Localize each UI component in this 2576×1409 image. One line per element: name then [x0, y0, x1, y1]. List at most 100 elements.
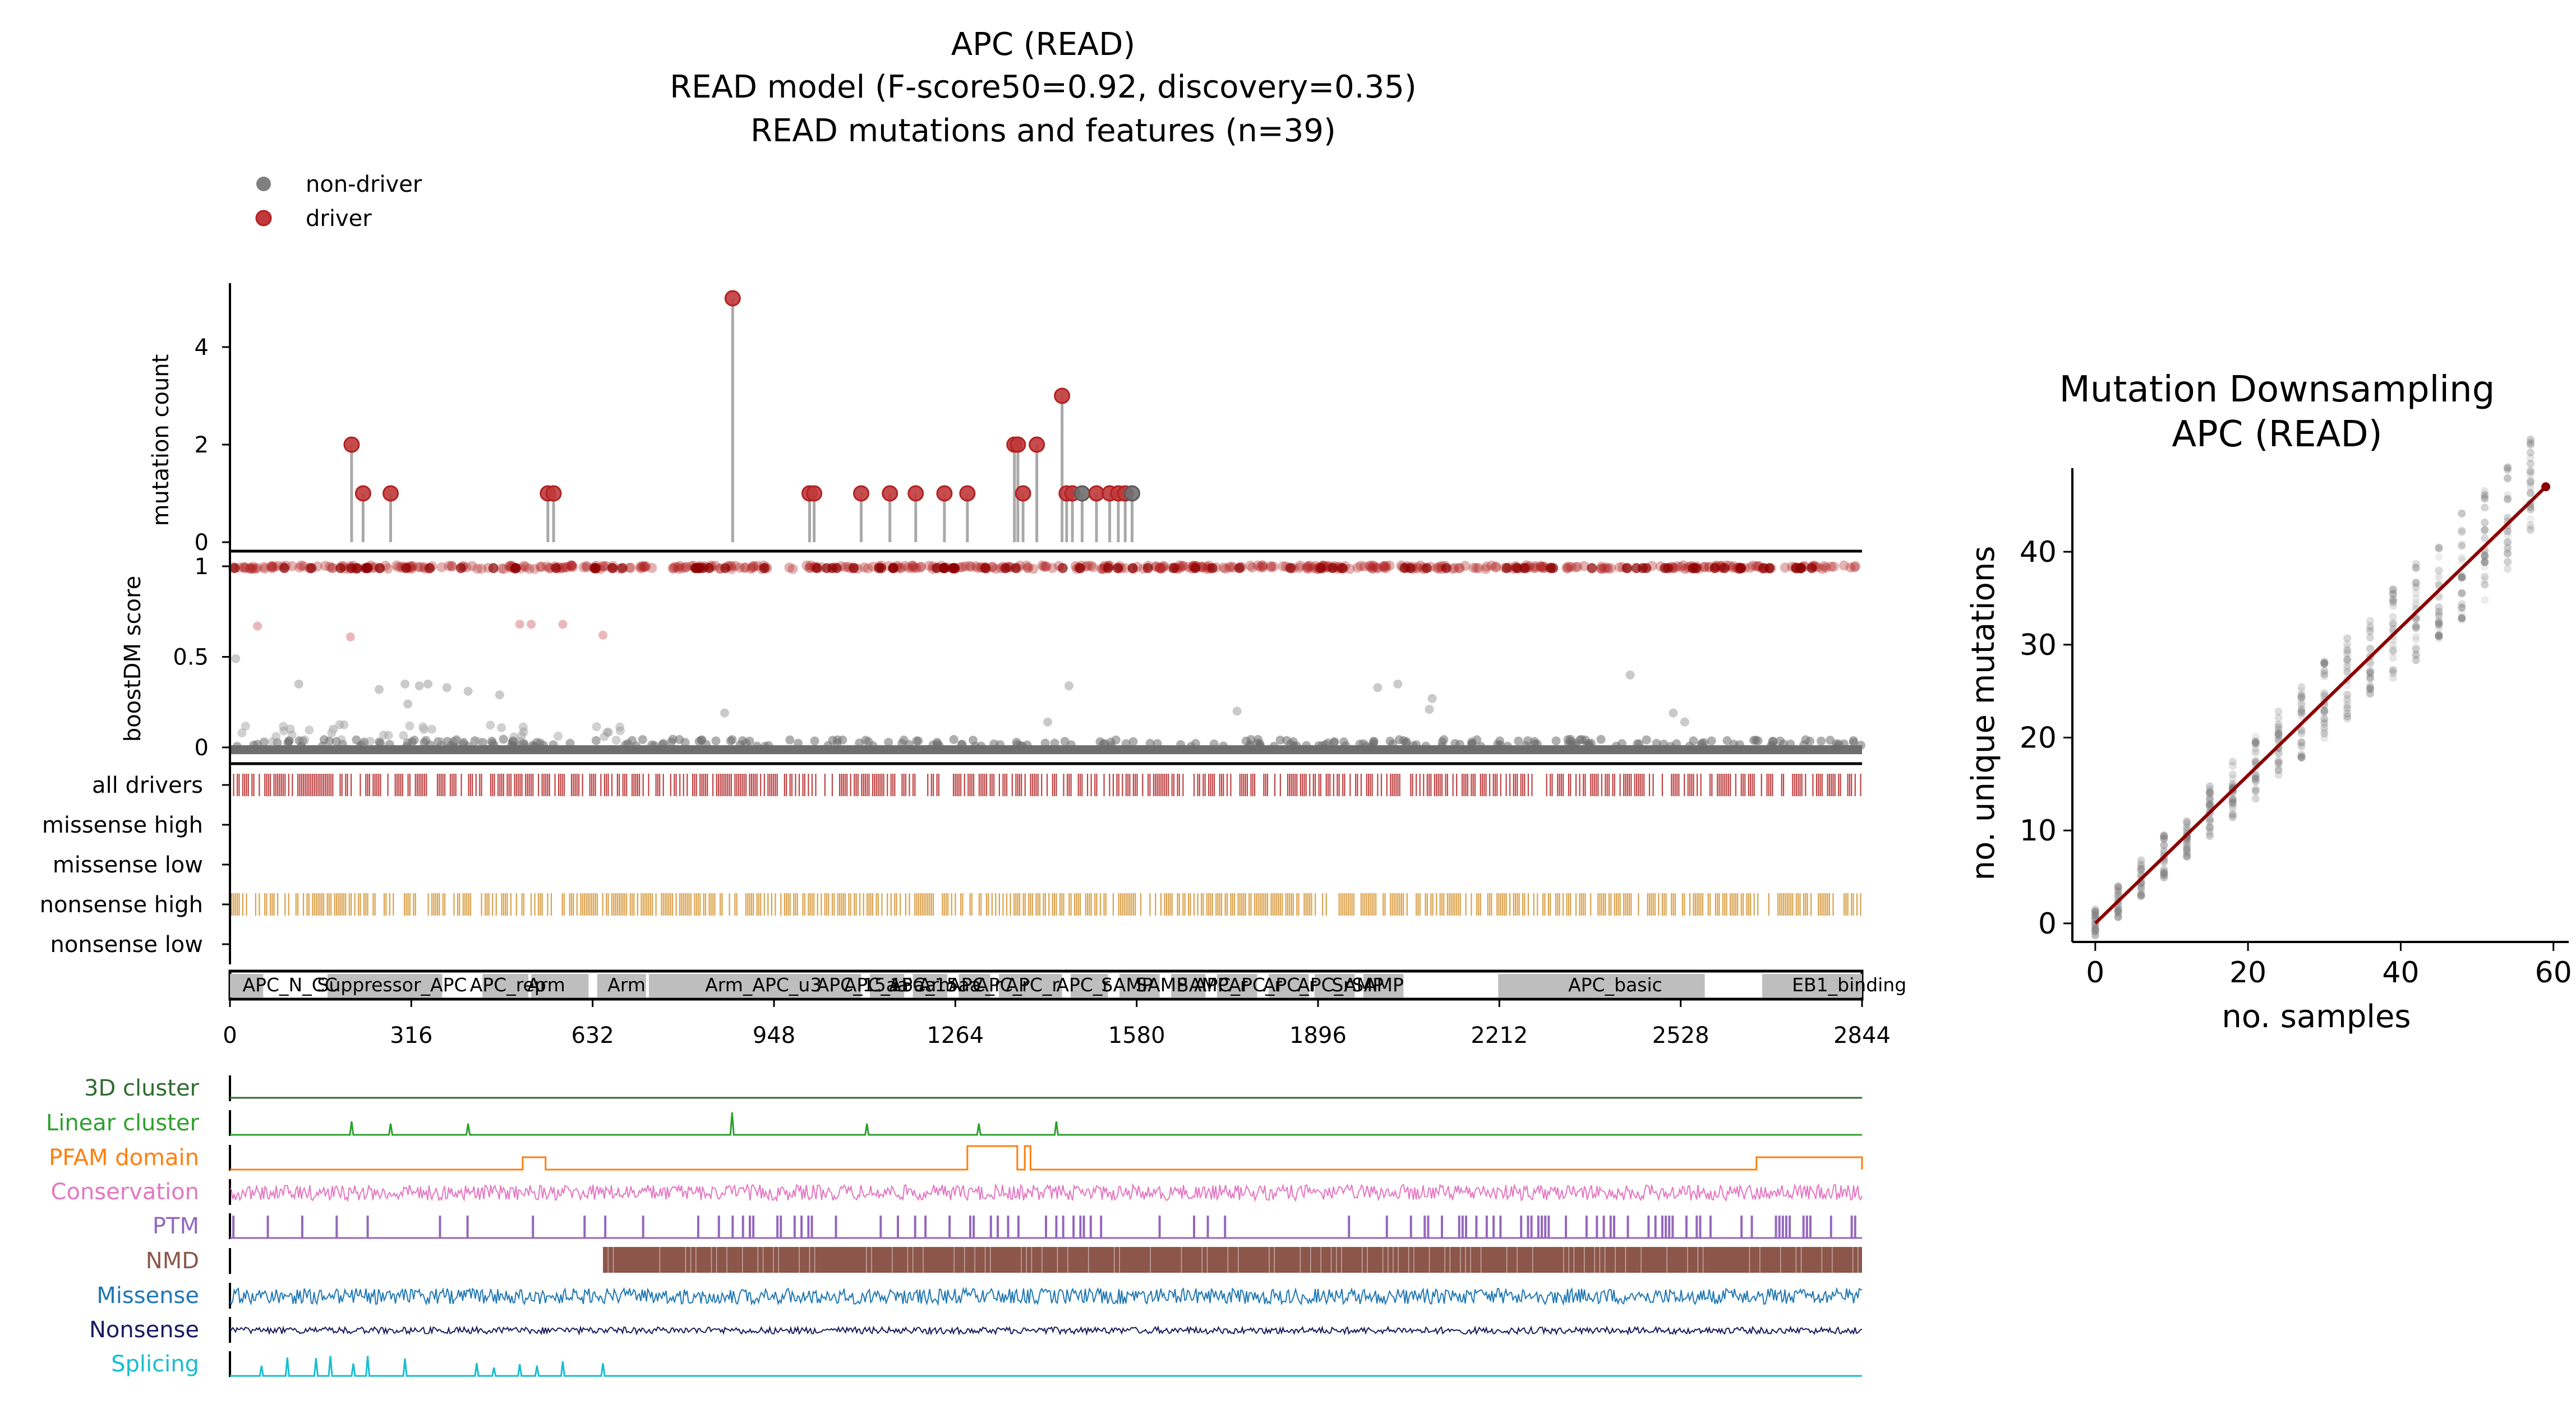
nondriver-score-point: [1685, 741, 1694, 751]
downsampling-point: [2343, 713, 2352, 721]
downsampling-point: [2389, 595, 2397, 603]
downsampling-point: [2366, 685, 2374, 694]
downsampling-point: [2114, 908, 2122, 916]
driver-score-point: [1431, 562, 1442, 573]
driver-score-point: [1352, 562, 1363, 573]
legend: non-driver driver: [255, 172, 422, 232]
driver-lollipop-head: [354, 485, 371, 502]
downsampling-point: [2435, 603, 2443, 612]
driver-score-point: [639, 562, 650, 572]
downsampling-point: [2366, 689, 2374, 697]
downsampling-point: [2504, 466, 2512, 475]
downsampling-point: [2137, 865, 2145, 873]
downsampling-point: [2389, 666, 2397, 675]
downsampling-point: [2114, 908, 2122, 916]
downsampling-point: [2412, 563, 2420, 572]
nondriver-score-point: [553, 731, 563, 741]
downsampling-point: [2504, 558, 2512, 566]
downsampling-point: [2412, 624, 2420, 632]
nondriver-score-point: [1596, 734, 1606, 744]
downsampling-point: [2435, 631, 2443, 640]
downsampling-point: [2366, 668, 2374, 676]
driver-score-point: [1791, 563, 1802, 574]
nondriver-score-point: [325, 736, 334, 746]
nondriver-score-point: [517, 731, 527, 741]
driver-score-point: [1127, 563, 1138, 574]
driver-score-point: [1103, 563, 1113, 574]
downsampling-point: [2526, 436, 2534, 444]
driver-score-point: [1538, 563, 1549, 574]
downsampling-point: [2160, 832, 2168, 840]
driver-score-point: [1433, 563, 1444, 574]
feature-line: [229, 1286, 1863, 1306]
nondriver-score-point: [1060, 737, 1070, 746]
downsampling-point: [2206, 824, 2214, 832]
feature-line: [230, 1356, 1862, 1377]
rug-labels: all drivers missense high missense low nons…: [40, 773, 230, 958]
driver-score-point: [1380, 563, 1391, 574]
downsampling-point: [2160, 866, 2168, 874]
intermediate-score-point: [400, 679, 410, 689]
downsampling-point: [2183, 844, 2191, 852]
downsampling-point: [2343, 655, 2352, 663]
downsampling-point: [2481, 557, 2489, 565]
downsampling-point: [2114, 883, 2122, 891]
downsampling-point: [2091, 927, 2099, 936]
downsampling-point: [2412, 656, 2420, 664]
downsampling-point: [2251, 784, 2260, 792]
domain-box: [482, 974, 529, 997]
downsampling-point: [2137, 866, 2145, 874]
downsampling-point: [2458, 616, 2466, 624]
downsampling-point: [2228, 794, 2237, 803]
downsampling-point: [2366, 617, 2374, 625]
driver-score-point: [1807, 563, 1817, 574]
domain-box: [1314, 974, 1355, 997]
driver-score-point: [306, 563, 317, 574]
mutation-count-panel: mutation count 0 2 4: [148, 283, 1862, 556]
nondriver-score-point: [1722, 736, 1732, 745]
intermediate-score-point: [1232, 706, 1242, 716]
rug-track-label: missense low: [53, 852, 203, 878]
nondriver-score-point: [861, 736, 870, 745]
domain-label: SAMP: [1332, 974, 1384, 996]
driver-score-point: [849, 563, 859, 574]
nondriver-score-point: [1269, 742, 1279, 751]
nondriver-score-point: [539, 741, 549, 750]
downsampling-point: [2274, 756, 2283, 765]
intermediate-score-point: [463, 686, 473, 696]
domain-xtick-label: 0: [223, 1023, 237, 1048]
downsampling-point: [2320, 714, 2329, 723]
intermediate-score-point: [375, 685, 384, 694]
driver-score-point: [245, 562, 255, 573]
downsampling-point: [2206, 790, 2214, 798]
driver-score-point: [1155, 563, 1166, 574]
driver-score-point: [990, 563, 1001, 574]
driver-score-point: [542, 561, 552, 572]
nondriver-score-point: [1402, 738, 1411, 748]
downsampling-point: [2526, 488, 2534, 497]
driver-score-point: [784, 562, 795, 573]
downsampling-point: [2274, 728, 2283, 737]
nondriver-score-point: [1289, 741, 1298, 751]
driver-score-point: [1303, 562, 1314, 572]
driver-score-point: [1378, 561, 1389, 572]
driver-score-point: [1780, 562, 1790, 573]
intermediate-score-point: [527, 620, 536, 629]
driver-score-point: [298, 561, 309, 571]
domain-xtick-label: 1264: [927, 1023, 984, 1048]
downsampling-point: [2251, 771, 2260, 779]
downsampling-point: [2343, 662, 2352, 670]
driver-score-point: [1285, 563, 1296, 574]
domain-label: APC_15aa: [817, 974, 909, 996]
driver-score-point: [1531, 562, 1541, 573]
downsampling-point: [2412, 560, 2420, 568]
driver-score-point: [1473, 563, 1484, 574]
driver-score-point: [1154, 563, 1165, 574]
downsampling-point: [2091, 923, 2099, 932]
feature-line: [229, 1325, 1863, 1336]
nondriver-score-point: [470, 736, 480, 746]
driver-score-point: [907, 560, 918, 571]
downsampling-point: [2366, 645, 2374, 653]
nondriver-score-point: [287, 730, 297, 740]
downsampling-ytick-label: 30: [2020, 629, 2057, 662]
